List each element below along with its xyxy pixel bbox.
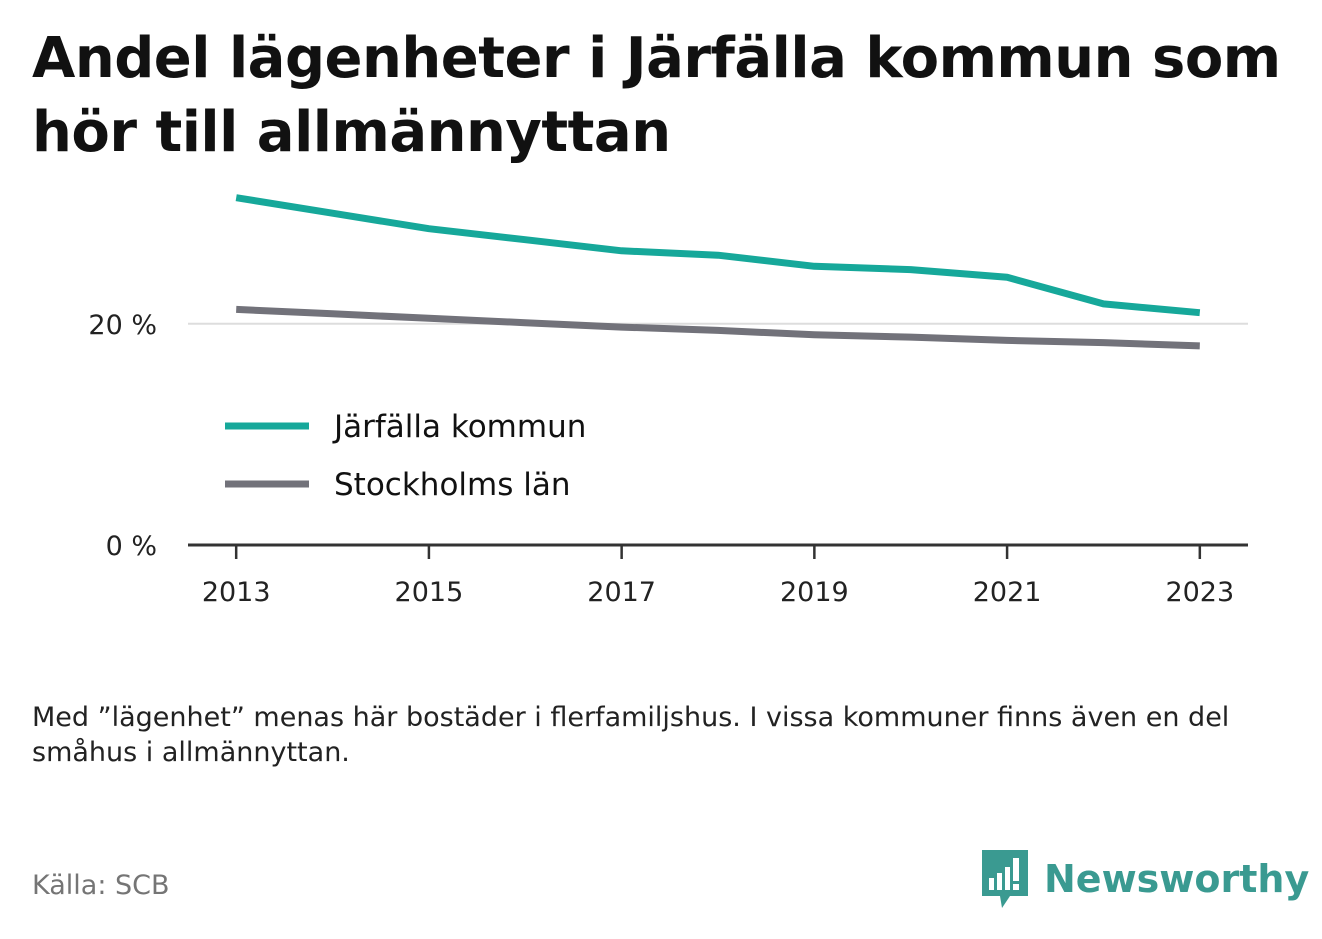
line-chart: 0 % 20 % 2013 2015 2017 2019 2021 2023 Järfälla… (88, 194, 1248, 608)
y-tick-label: 20 % (88, 310, 157, 341)
source-label: Källa: SCB (32, 870, 170, 901)
x-tick-label: 2023 (1165, 577, 1234, 608)
series-line-1 (236, 305, 1200, 350)
x-tick-label: 2015 (395, 577, 464, 608)
series-lines (235, 194, 1201, 350)
legend: Järfälla kommun Stockholms län (213, 398, 633, 510)
series-line-0 (235, 194, 1201, 317)
newsworthy-logo: Newsworthy (980, 848, 1309, 910)
chart-footnote: Med ”lägenhet” menas här bostäder i fler… (32, 702, 1230, 768)
brand-name: Newsworthy (1044, 857, 1310, 901)
x-tick-label: 2019 (780, 577, 849, 608)
legend-backdrop (213, 398, 633, 510)
x-tick-label: 2021 (973, 577, 1042, 608)
chart-title: Andel lägenheter i Järfälla kommun som h… (32, 26, 1281, 165)
x-tick-label: 2013 (202, 577, 271, 608)
axes: 0 % 20 % 2013 2015 2017 2019 2021 2023 (88, 310, 1248, 608)
x-tick-label: 2017 (587, 577, 656, 608)
legend-label-1: Stockholms län (334, 467, 570, 503)
legend-label-0: Järfälla kommun (332, 409, 586, 445)
bar-chart-speech-bubble-icon (982, 850, 1028, 908)
y-tick-label: 0 % (106, 531, 157, 562)
